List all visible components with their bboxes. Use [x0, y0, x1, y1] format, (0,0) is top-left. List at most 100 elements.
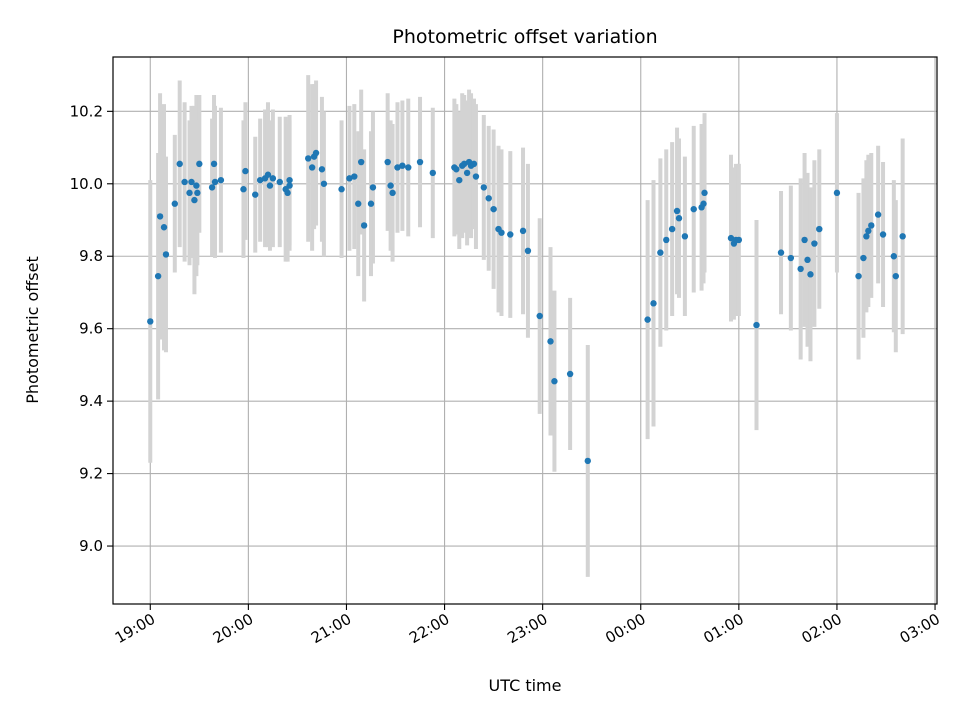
y-tick-label: 9.4	[79, 392, 103, 410]
data-point	[657, 249, 664, 256]
y-tick-label: 9.6	[79, 320, 103, 338]
y-tick-label: 9.8	[79, 247, 103, 265]
data-point	[240, 186, 247, 193]
x-axis-title: UTC time	[489, 676, 562, 695]
chart-title: Photometric offset variation	[392, 26, 657, 48]
data-point	[188, 178, 195, 186]
y-tick-label: 10.2	[70, 102, 103, 120]
data-point	[360, 222, 368, 229]
data-point	[879, 231, 887, 238]
data-point	[456, 176, 463, 184]
data-point	[269, 175, 277, 182]
data-point	[367, 200, 375, 207]
data-point	[673, 207, 681, 215]
data-point	[318, 166, 326, 173]
data-point	[252, 191, 259, 198]
data-point	[524, 247, 532, 255]
data-point	[312, 149, 320, 157]
data-point	[284, 189, 291, 197]
data-point	[584, 457, 591, 465]
data-point	[668, 225, 676, 233]
y-tick-label: 9.2	[79, 465, 103, 483]
point-layer	[147, 149, 906, 465]
data-point	[453, 166, 460, 173]
data-point	[384, 158, 391, 166]
data-point	[650, 300, 657, 307]
data-point	[171, 200, 178, 207]
data-point	[305, 155, 312, 162]
data-point	[701, 189, 708, 197]
data-point	[154, 272, 162, 280]
data-point	[405, 164, 412, 171]
data-point	[266, 182, 274, 189]
data-point	[416, 158, 424, 166]
data-point	[874, 211, 882, 218]
y-tick-label: 9.0	[79, 537, 103, 555]
data-point	[855, 272, 862, 280]
data-point	[566, 370, 574, 378]
data-point	[735, 236, 743, 244]
data-point	[804, 256, 811, 264]
data-point	[811, 240, 818, 247]
data-point	[863, 233, 870, 240]
data-point	[797, 265, 804, 273]
data-point	[470, 160, 478, 168]
data-point	[369, 184, 377, 191]
data-point	[181, 178, 188, 186]
data-point	[480, 184, 487, 191]
y-tick-label: 10.0	[70, 175, 103, 193]
data-point	[787, 254, 795, 262]
data-point	[463, 169, 471, 177]
data-point	[801, 236, 808, 244]
data-point	[644, 316, 651, 323]
data-point	[162, 251, 170, 258]
data-point	[547, 338, 554, 345]
data-point	[338, 186, 345, 193]
data-point	[429, 169, 436, 177]
data-point	[777, 249, 785, 256]
data-point	[176, 160, 183, 168]
data-point	[460, 160, 468, 168]
data-point	[210, 160, 218, 168]
data-point	[211, 178, 219, 186]
data-point	[217, 176, 225, 184]
data-point	[490, 205, 497, 213]
data-point	[833, 189, 841, 197]
data-point	[320, 180, 328, 187]
data-point	[264, 171, 272, 178]
data-point	[147, 318, 154, 325]
data-point	[346, 175, 353, 182]
data-point	[899, 233, 906, 240]
data-point	[286, 182, 293, 189]
data-point	[156, 213, 164, 220]
data-point	[194, 189, 201, 197]
data-point	[865, 227, 872, 235]
data-point	[868, 222, 875, 229]
data-point	[892, 272, 899, 280]
data-point	[355, 200, 362, 207]
data-point	[700, 200, 707, 207]
plot-area-frame	[112, 56, 938, 605]
data-point	[193, 182, 200, 189]
data-point	[472, 173, 480, 180]
data-point	[507, 231, 514, 238]
data-point	[816, 225, 823, 233]
data-point	[753, 321, 760, 329]
data-point	[807, 271, 814, 278]
data-point	[551, 378, 558, 385]
data-point	[160, 224, 168, 231]
data-point	[387, 182, 394, 189]
data-point	[519, 227, 527, 235]
data-point	[394, 164, 401, 171]
data-point	[389, 189, 396, 197]
data-point	[485, 195, 492, 202]
data-point	[242, 167, 249, 175]
data-point	[727, 234, 735, 242]
data-point	[675, 215, 683, 222]
data-point	[536, 312, 543, 320]
data-point	[256, 176, 264, 184]
data-point	[663, 236, 670, 244]
data-point	[681, 233, 689, 240]
data-point	[186, 189, 193, 197]
